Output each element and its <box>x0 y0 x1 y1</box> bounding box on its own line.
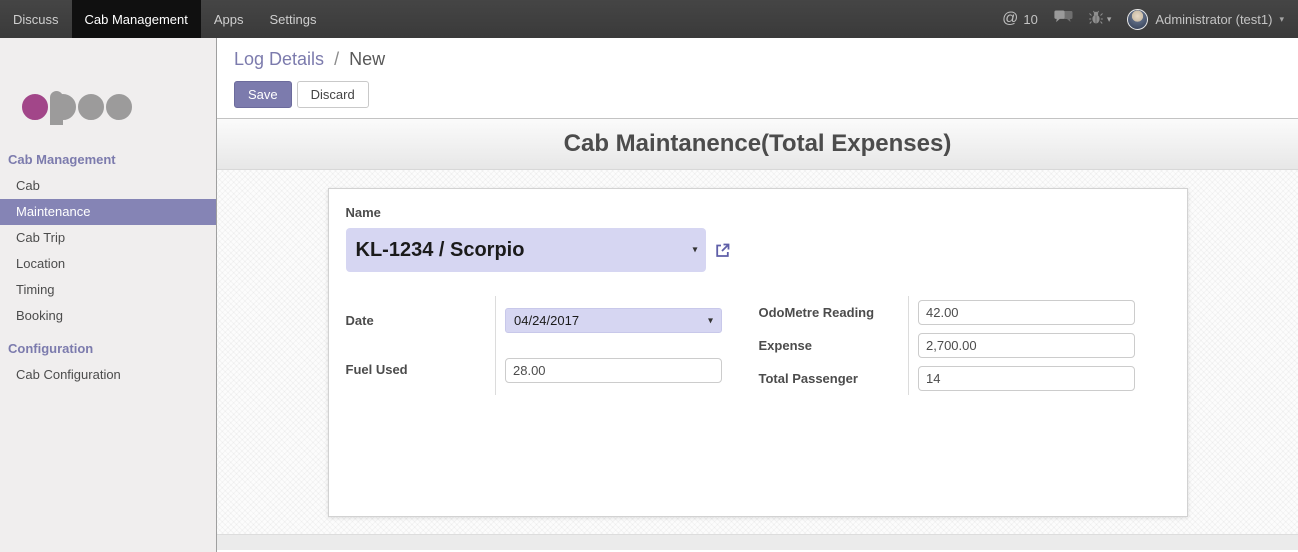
expense-label: Expense <box>758 337 812 353</box>
logo-o1 <box>22 94 48 120</box>
field-row-date: Date 04/24/2017 ▾ <box>346 296 741 346</box>
breadcrumb: Log Details / New <box>234 46 1298 72</box>
field-row-odometre-reading: OdoMetre Reading <box>758 296 1135 329</box>
date-field[interactable]: 04/24/2017 ▾ <box>505 308 722 334</box>
form-field-groups: Date 04/24/2017 ▾ Fuel Used <box>346 296 1170 395</box>
nav-menu-settings[interactable]: Settings <box>269 11 317 27</box>
footer-strip <box>217 534 1298 550</box>
fuel-used-label: Fuel Used <box>345 362 408 378</box>
odometre-reading-label: OdoMetre Reading <box>758 304 875 320</box>
fuel-used-input[interactable] <box>505 357 722 383</box>
external-link-icon[interactable] <box>714 242 731 259</box>
mention-counter[interactable]: @ 10 <box>1002 10 1038 28</box>
debug-menu-button[interactable]: ▾ <box>1089 10 1112 28</box>
sidebar-item-cab-configuration[interactable]: Cab Configuration <box>16 367 121 382</box>
navbar-app-menus: Discuss Cab Management Apps Settings <box>0 0 329 38</box>
form-sheet: Name KL-1234 / Scorpio ▾ Date <box>327 188 1188 517</box>
top-navbar: Discuss Cab Management Apps Settings @ 1… <box>0 0 1298 38</box>
total-passenger-input[interactable] <box>918 366 1135 391</box>
sidebar-item-cab-trip[interactable]: Cab Trip <box>16 230 66 245</box>
logo-o2 <box>78 94 104 120</box>
sidebar-item-booking[interactable]: Booking <box>16 308 63 323</box>
bug-icon <box>1089 10 1103 28</box>
expense-input[interactable] <box>918 333 1135 358</box>
sidebar-item-timing[interactable]: Timing <box>16 282 55 297</box>
sidebar-item-cab[interactable]: Cab <box>16 178 40 193</box>
sidebar-item-maintenance[interactable]: Maintenance <box>0 199 216 225</box>
left-field-group: Date 04/24/2017 ▾ Fuel Used <box>346 296 741 395</box>
nav-menu-apps[interactable]: Apps <box>213 11 244 27</box>
name-field-label: Name <box>345 205 381 220</box>
chat-bubbles-icon <box>1054 10 1073 28</box>
form-background: Name KL-1234 / Scorpio ▾ Date <box>217 170 1298 534</box>
right-field-group: OdoMetre Reading Expense Total Passenger <box>758 296 1135 395</box>
breadcrumb-new: New <box>349 49 386 69</box>
field-row-expense: Expense <box>758 329 1135 362</box>
field-row-total-passenger: Total Passenger <box>758 362 1135 395</box>
breadcrumb-separator: / <box>334 49 340 69</box>
field-row-fuel-used: Fuel Used <box>345 345 741 395</box>
sidebar-section-configuration: Configuration Cab Configuration <box>0 335 216 388</box>
user-name: Administrator (test1) <box>1155 11 1273 27</box>
control-panel-buttons: Save Discard <box>234 81 1298 108</box>
chevron-down-icon: ▾ <box>1106 13 1112 24</box>
mention-count: 10 <box>1023 11 1038 27</box>
sidebar: Cab Management Cab Maintenance Cab Trip … <box>0 38 217 552</box>
sidebar-nav: Cab Management Cab Maintenance Cab Trip … <box>0 146 216 388</box>
name-field-value: KL-1234 / Scorpio <box>355 238 525 261</box>
sidebar-section-title: Cab Management <box>8 152 116 167</box>
save-button[interactable]: Save <box>234 81 292 108</box>
date-field-value: 04/24/2017 <box>514 313 580 329</box>
user-avatar <box>1127 8 1149 30</box>
messages-button[interactable] <box>1054 10 1073 28</box>
navbar-systray: @ 10 <box>1002 0 1298 38</box>
page-title: Cab Maintanence(Total Expenses) <box>563 130 952 157</box>
user-menu[interactable]: Administrator (test1) ▾ <box>1127 8 1284 30</box>
dropdown-caret-icon: ▾ <box>692 244 698 256</box>
nav-menu-cab-management[interactable]: Cab Management <box>71 0 201 38</box>
control-panel: Log Details / New Save Discard <box>217 38 1298 118</box>
at-icon: @ <box>1002 10 1019 27</box>
name-field[interactable]: KL-1234 / Scorpio ▾ <box>345 228 706 272</box>
odometre-reading-input[interactable] <box>918 300 1135 325</box>
chevron-down-icon: ▾ <box>1279 13 1284 24</box>
logo-d <box>50 91 76 125</box>
breadcrumb-log-details[interactable]: Log Details <box>234 49 325 69</box>
logo-o3 <box>106 94 132 120</box>
date-label: Date <box>345 312 374 328</box>
main-content: Log Details / New Save Discard Cab Maint… <box>217 38 1298 552</box>
title-band: Cab Maintanence(Total Expenses) <box>217 118 1298 170</box>
sidebar-section-cab-management: Cab Management Cab Maintenance Cab Trip … <box>0 146 216 329</box>
nav-menu-discuss[interactable]: Discuss <box>13 11 59 27</box>
total-passenger-label: Total Passenger <box>758 370 858 386</box>
discard-button[interactable]: Discard <box>296 81 369 108</box>
sidebar-section-title: Configuration <box>8 341 94 356</box>
sidebar-item-location[interactable]: Location <box>16 256 66 271</box>
odoo-logo <box>22 62 216 125</box>
dropdown-caret-icon: ▾ <box>707 315 713 327</box>
